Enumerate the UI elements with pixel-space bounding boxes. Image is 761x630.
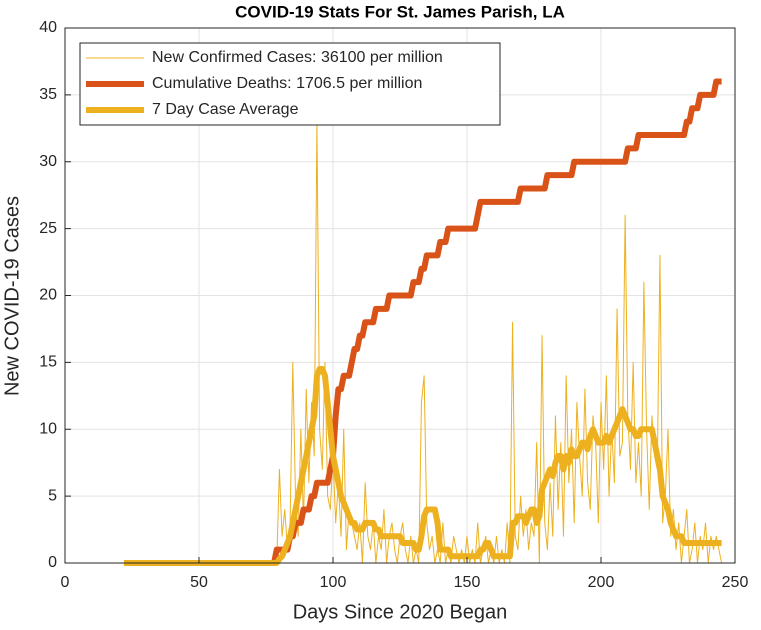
legend-label: New Confirmed Cases: 36100 per million [152,49,443,66]
x-tick-label: 250 [722,574,749,591]
x-tick-label: 200 [588,574,615,591]
y-axis-label: New COVID-19 Cases [1,196,23,396]
x-tick-label: 0 [61,574,70,591]
legend: New Confirmed Cases: 36100 per million Cu… [79,42,501,126]
y-tick-label: 40 [39,19,57,36]
x-axis-label: Days Since 2020 Began [293,601,508,623]
y-tick-label: 35 [39,86,57,103]
y-tick-label: 20 [39,287,57,304]
legend-box [79,42,501,126]
x-tick-label: 150 [454,574,481,591]
x-tick-label: 50 [190,574,208,591]
y-tick-label: 5 [48,487,57,504]
y-tick-label: 0 [48,554,57,571]
y-tick-label: 15 [39,354,57,371]
y-tick-label: 10 [39,420,57,437]
axes-box [64,27,736,564]
y-tick-label: 30 [39,153,57,170]
legend-label: Cumulative Deaths: 1706.5 per million [152,75,422,92]
x-tick-label: 100 [320,574,347,591]
legend-label: 7 Day Case Average [152,101,299,118]
axes: 0 50 100 150 200 250 0 5 10 15 20 25 30 35 40 [39,19,748,591]
chart-title: COVID-19 Stats For St. James Parish, LA [235,2,565,21]
y-tick-label: 25 [39,220,57,237]
